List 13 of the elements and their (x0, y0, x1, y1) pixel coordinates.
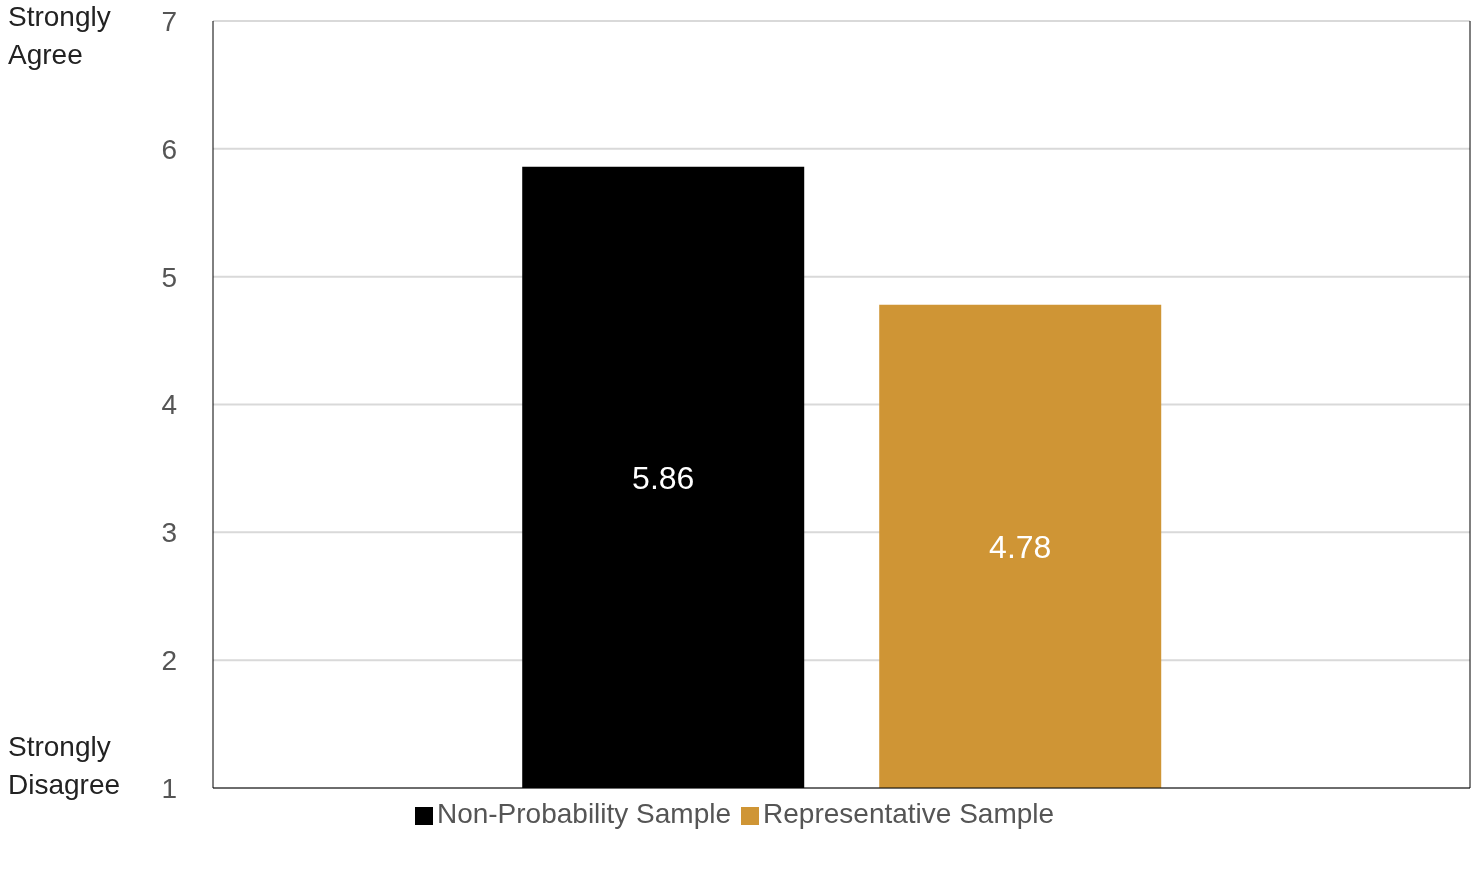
legend-label: Representative Sample (763, 798, 1055, 829)
text: Strongly Agree (8, 0, 112, 72)
y-tick-label: 1 (161, 772, 177, 804)
y-tick-label: 6 (161, 133, 177, 165)
y-tick-label: 5 (161, 261, 177, 293)
legend-label: Non-Probability Sample (436, 798, 732, 829)
y-tick-label: 2 (161, 645, 177, 677)
text: Strongly Disagree (8, 730, 122, 802)
data-label: 5.86 (632, 459, 695, 496)
y-tick-label: 7 (161, 5, 177, 37)
y-tick-label: 4 (161, 389, 177, 421)
y-tick-label: 3 (161, 517, 177, 549)
data-label: 4.78 (989, 528, 1052, 565)
